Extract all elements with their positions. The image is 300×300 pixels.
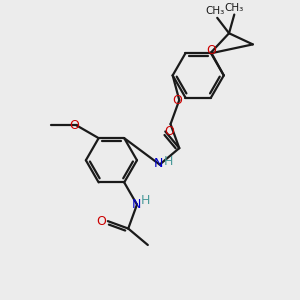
Text: H: H — [164, 155, 173, 168]
Text: O: O — [70, 119, 80, 132]
Text: H: H — [141, 194, 150, 207]
Text: N: N — [154, 157, 164, 170]
Text: CH₃: CH₃ — [206, 6, 225, 16]
Text: O: O — [172, 94, 182, 106]
Text: O: O — [206, 44, 216, 57]
Text: O: O — [96, 214, 106, 228]
Text: CH₃: CH₃ — [224, 3, 244, 13]
Text: N: N — [131, 198, 141, 211]
Text: O: O — [164, 125, 174, 138]
